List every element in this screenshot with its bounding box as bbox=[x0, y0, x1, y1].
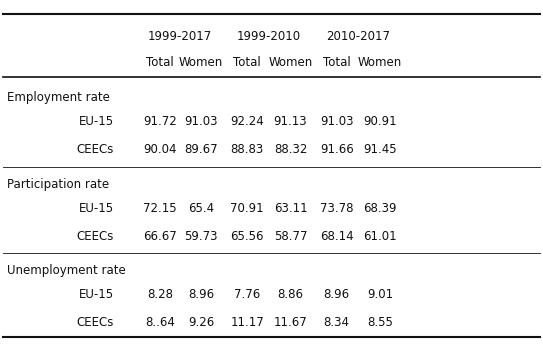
Text: 92.24: 92.24 bbox=[230, 115, 264, 128]
Text: Women: Women bbox=[179, 56, 223, 69]
Text: 88.32: 88.32 bbox=[274, 143, 307, 156]
Text: 1999-2017: 1999-2017 bbox=[148, 30, 212, 43]
Text: 73.78: 73.78 bbox=[320, 202, 353, 215]
Text: CEECs: CEECs bbox=[77, 230, 114, 243]
Text: Total: Total bbox=[233, 56, 261, 69]
Text: 1999-2010: 1999-2010 bbox=[237, 30, 301, 43]
Text: 8.55: 8.55 bbox=[367, 315, 393, 329]
Text: 70.91: 70.91 bbox=[230, 202, 264, 215]
Text: 91.66: 91.66 bbox=[320, 143, 353, 156]
Text: EU-15: EU-15 bbox=[79, 202, 114, 215]
Text: 8.96: 8.96 bbox=[324, 288, 350, 301]
Text: 91.72: 91.72 bbox=[143, 115, 177, 128]
Text: 91.13: 91.13 bbox=[274, 115, 307, 128]
Text: 65.56: 65.56 bbox=[230, 230, 264, 243]
Text: 68.39: 68.39 bbox=[363, 202, 397, 215]
Text: Total: Total bbox=[146, 56, 174, 69]
Text: 11.67: 11.67 bbox=[274, 315, 307, 329]
Text: 68.14: 68.14 bbox=[320, 230, 353, 243]
Text: 8..64: 8..64 bbox=[145, 315, 175, 329]
Text: 61.01: 61.01 bbox=[363, 230, 397, 243]
Text: 91.45: 91.45 bbox=[363, 143, 397, 156]
Text: EU-15: EU-15 bbox=[79, 288, 114, 301]
Text: 90.04: 90.04 bbox=[143, 143, 177, 156]
Text: 9.01: 9.01 bbox=[367, 288, 393, 301]
Text: 59.73: 59.73 bbox=[184, 230, 218, 243]
Text: 72.15: 72.15 bbox=[143, 202, 177, 215]
Text: Women: Women bbox=[268, 56, 313, 69]
Text: 2010-2017: 2010-2017 bbox=[326, 30, 390, 43]
Text: 8.28: 8.28 bbox=[147, 288, 173, 301]
Text: 89.67: 89.67 bbox=[184, 143, 218, 156]
Text: 66.67: 66.67 bbox=[143, 230, 177, 243]
Text: Total: Total bbox=[323, 56, 351, 69]
Text: 8.86: 8.86 bbox=[277, 288, 304, 301]
Text: Employment rate: Employment rate bbox=[7, 91, 110, 104]
Text: Participation rate: Participation rate bbox=[7, 178, 109, 191]
Text: 8.34: 8.34 bbox=[324, 315, 350, 329]
Text: Women: Women bbox=[358, 56, 402, 69]
Text: 91.03: 91.03 bbox=[184, 115, 218, 128]
Text: 11.17: 11.17 bbox=[230, 315, 264, 329]
Text: 90.91: 90.91 bbox=[363, 115, 397, 128]
Text: 7.76: 7.76 bbox=[234, 288, 260, 301]
Text: CEECs: CEECs bbox=[77, 315, 114, 329]
Text: CEECs: CEECs bbox=[77, 143, 114, 156]
Text: 65.4: 65.4 bbox=[188, 202, 214, 215]
Text: 9.26: 9.26 bbox=[188, 315, 214, 329]
Text: 8.96: 8.96 bbox=[188, 288, 214, 301]
Text: 88.83: 88.83 bbox=[230, 143, 264, 156]
Text: 91.03: 91.03 bbox=[320, 115, 353, 128]
Text: EU-15: EU-15 bbox=[79, 115, 114, 128]
Text: 58.77: 58.77 bbox=[274, 230, 307, 243]
Text: Unemployment rate: Unemployment rate bbox=[7, 264, 126, 277]
Text: 63.11: 63.11 bbox=[274, 202, 307, 215]
